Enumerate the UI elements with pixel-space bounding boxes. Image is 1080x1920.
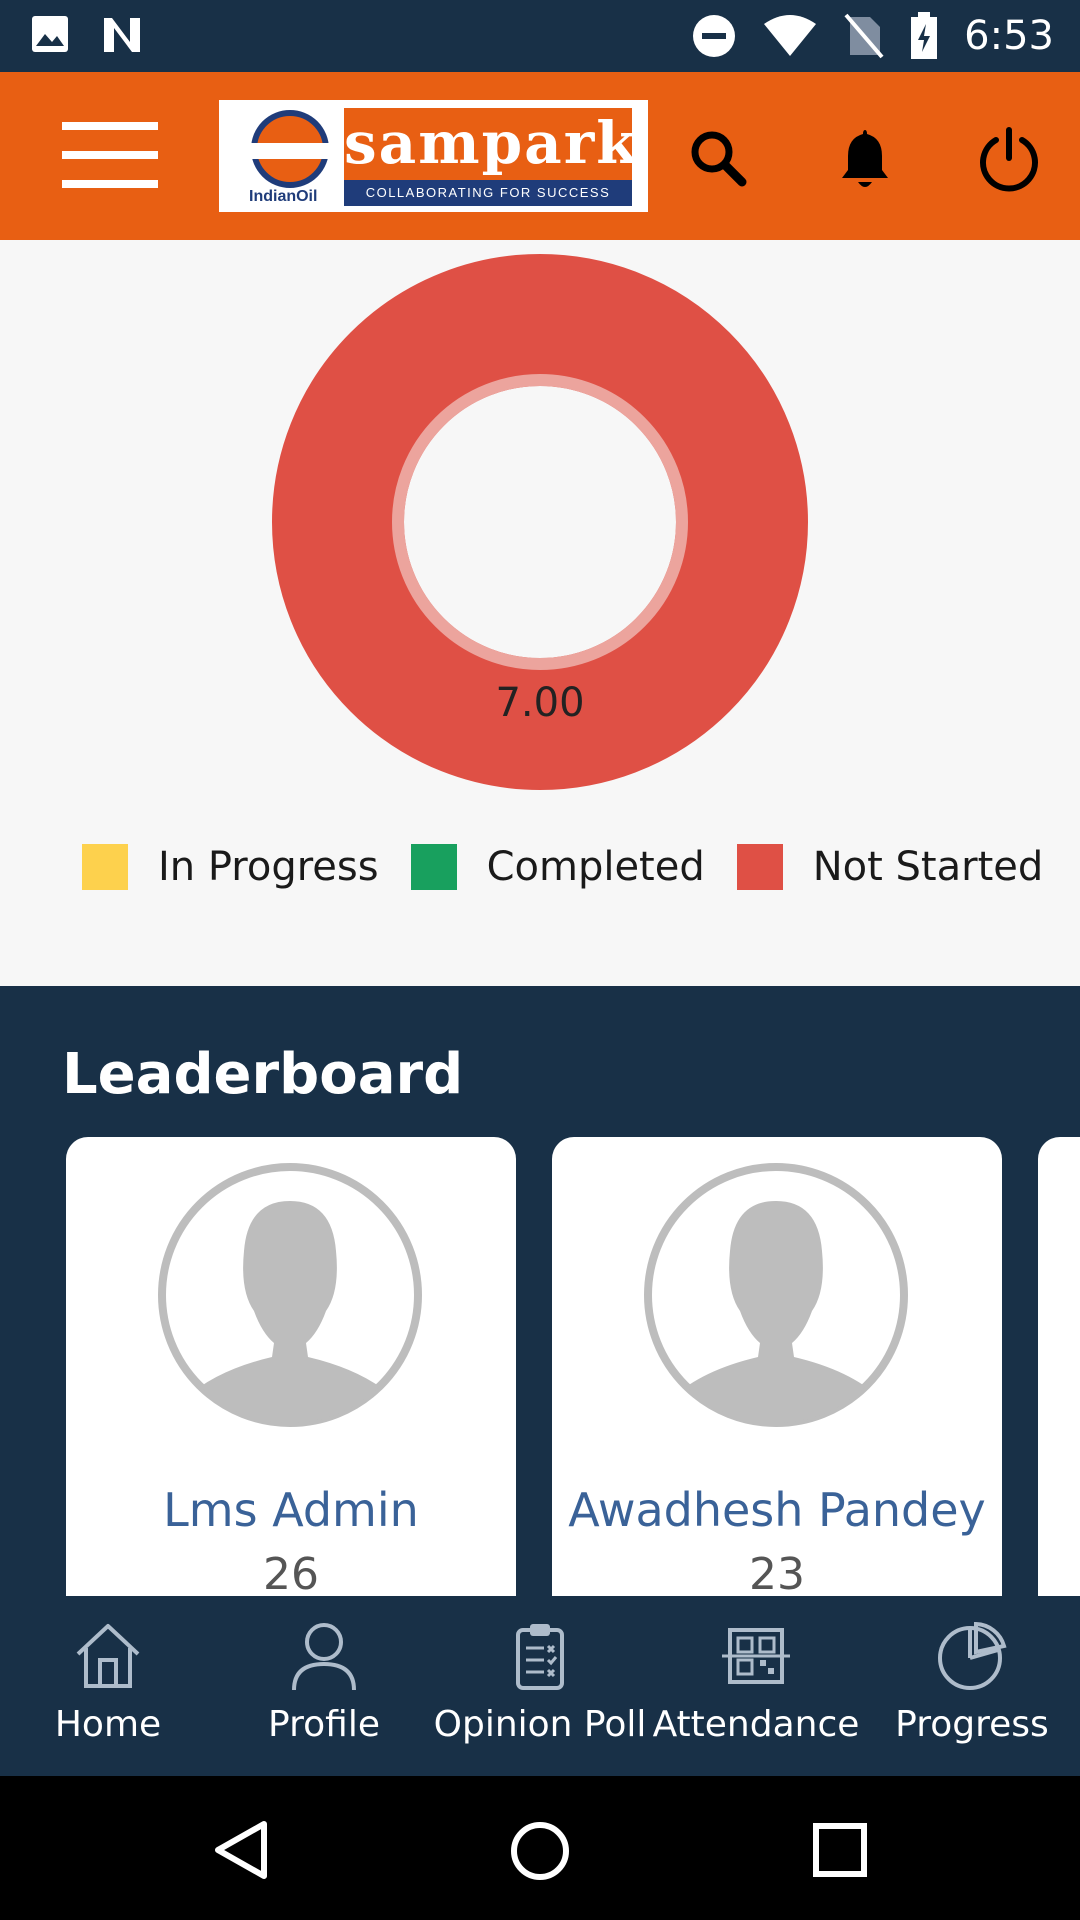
back-icon[interactable] [212, 1820, 272, 1880]
leaderboard-card-partial[interactable] [1038, 1137, 1080, 1596]
nav-label: Profile [268, 1704, 380, 1745]
chart-legend: In Progress Completed Not Started [82, 844, 1075, 890]
legend-label: Completed [486, 844, 705, 890]
bell-icon[interactable] [830, 124, 900, 194]
home-circle-icon[interactable] [509, 1820, 571, 1882]
legend-item: Not Started [736, 844, 1044, 890]
status-bar: 6:53 [0, 0, 1080, 72]
pie-chart-icon [938, 1621, 1007, 1690]
logo-tagline: COLLABORATING FOR SUCCESS [344, 180, 632, 206]
clipboard-icon [516, 1624, 564, 1690]
nav-attendance[interactable]: Attendance [648, 1596, 864, 1776]
nav-label: Home [54, 1704, 162, 1745]
logo-company: IndianOil [249, 188, 318, 205]
profile-icon [292, 1623, 356, 1691]
status-time: 6:53 [964, 13, 1054, 59]
legend-swatch [736, 844, 783, 890]
nav-label: Progress [895, 1704, 1049, 1745]
legend-label: Not Started [812, 844, 1044, 890]
nav-opinion-poll[interactable]: Opinion Poll [432, 1596, 648, 1776]
legend-item: In Progress [82, 844, 379, 890]
leaderboard-name: Awadhesh Pandey [568, 1483, 986, 1537]
nav-profile[interactable]: Profile [216, 1596, 432, 1776]
donut-inner-ring [392, 374, 688, 670]
leaderboard-title: Leaderboard [62, 1042, 464, 1107]
leaderboard-score: 26 [263, 1549, 319, 1596]
n-icon [104, 18, 140, 52]
battery-charging-icon [911, 12, 938, 59]
leaderboard-score: 23 [749, 1549, 805, 1596]
system-nav-bar [0, 1776, 1080, 1920]
qr-code-icon [722, 1628, 790, 1684]
nav-progress[interactable]: Progress [864, 1596, 1080, 1776]
app-logo: IndianOil sampark COLLABORATING FOR SUCC… [219, 100, 648, 212]
avatar-icon [158, 1163, 422, 1427]
indianoil-emblem [251, 110, 329, 188]
app-header: IndianOil sampark COLLABORATING FOR SUCC… [0, 72, 1080, 240]
nav-label: Attendance [652, 1704, 860, 1745]
leaderboard-card[interactable]: Lms Admin 26 [66, 1137, 516, 1596]
search-icon[interactable] [684, 124, 754, 194]
legend-item: Completed [410, 844, 705, 890]
donut-slice-not-started [272, 254, 808, 790]
donut-value-label: 7.00 [495, 680, 585, 726]
logo-brand: sampark [344, 108, 636, 180]
home-icon [76, 1624, 140, 1688]
nav-home[interactable]: Home [0, 1596, 216, 1776]
bottom-nav: Home Profile Opinion Poll [0, 1596, 1080, 1776]
nav-label: Opinion Poll [433, 1704, 647, 1745]
power-icon[interactable] [974, 124, 1044, 194]
legend-label: In Progress [158, 844, 379, 890]
recents-icon[interactable] [812, 1822, 868, 1878]
leaderboard-card[interactable]: Awadhesh Pandey 23 [552, 1137, 1002, 1596]
dnd-icon [693, 15, 736, 57]
image-icon [32, 16, 68, 52]
donut-chart [272, 254, 808, 790]
leaderboard-name: Lms Admin [163, 1483, 419, 1537]
leaderboard-section: Leaderboard Lms Admin 26 Awadhesh Pandey… [0, 986, 1080, 1596]
legend-swatch [82, 844, 128, 890]
progress-chart: 7.00 In Progress Completed Not Started [0, 240, 1080, 986]
no-sim-icon [844, 13, 884, 59]
wifi-icon [764, 15, 817, 56]
avatar-icon [644, 1163, 908, 1427]
menu-icon[interactable] [62, 122, 158, 188]
legend-swatch [410, 844, 457, 890]
